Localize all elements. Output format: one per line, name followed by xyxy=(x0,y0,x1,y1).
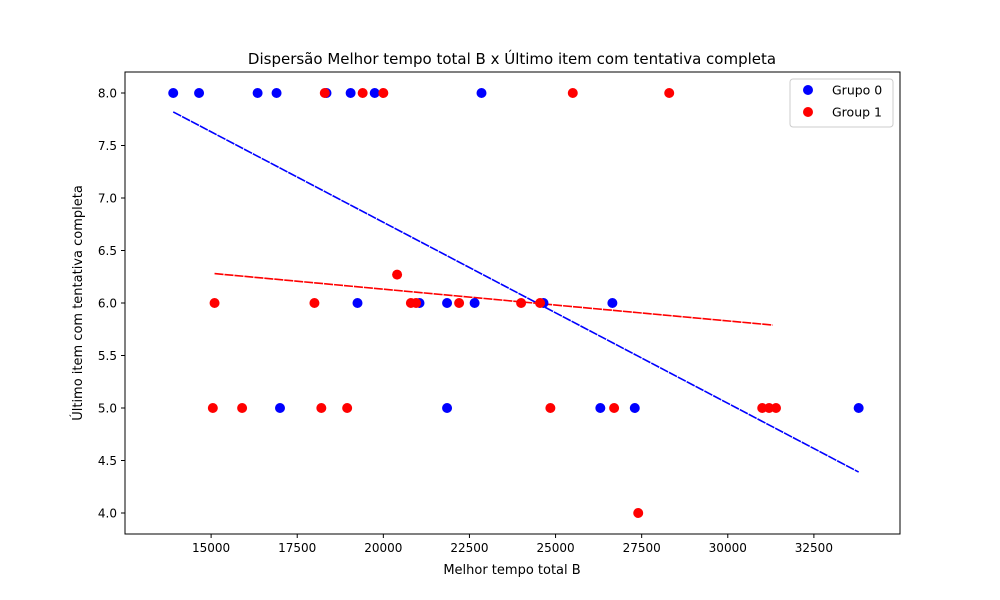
legend-box xyxy=(789,78,894,128)
data-point-series-1 xyxy=(764,403,775,413)
data-point-series-1 xyxy=(378,88,389,98)
y-axis-ticks: 4.0 4.5 5.0 5.5 6.0 6.5 7.0 7.5 8.0 xyxy=(98,87,125,521)
data-point-series-0 xyxy=(168,88,179,98)
data-point-series-0 xyxy=(194,88,205,98)
x-tick-label: 27500 xyxy=(623,541,661,555)
data-point-series-1 xyxy=(633,508,644,518)
legend-marker-grupo-0 xyxy=(803,85,813,95)
x-tick-label: 30000 xyxy=(709,541,747,555)
y-tick-label: 6.5 xyxy=(98,244,117,258)
x-axis-label: Melhor tempo total B xyxy=(443,563,580,578)
x-tick-label: 17500 xyxy=(278,541,316,555)
chart-title: Dispersão Melhor tempo total B x Último … xyxy=(248,49,776,68)
data-point-series-1 xyxy=(319,88,330,98)
legend-marker-group-1 xyxy=(803,107,813,117)
data-point-series-0 xyxy=(352,298,363,308)
data-point-series-0 xyxy=(629,403,640,413)
data-point-series-1 xyxy=(316,403,327,413)
legend-label-grupo-0: Grupo 0 xyxy=(832,83,882,98)
data-point-series-0 xyxy=(607,298,618,308)
y-axis-label: Último item com tentativa completa xyxy=(70,185,86,421)
x-tick-label: 15000 xyxy=(192,541,230,555)
legend-label-group-1: Group 1 xyxy=(832,105,882,120)
data-point-series-0 xyxy=(275,403,285,413)
y-tick-label: 4.0 xyxy=(98,507,117,521)
x-tick-label: 20000 xyxy=(364,541,402,555)
y-tick-label: 7.0 xyxy=(98,192,117,206)
x-tick-label: 32500 xyxy=(795,541,833,555)
y-tick-label: 7.5 xyxy=(98,139,117,153)
data-point-series-1 xyxy=(567,88,578,98)
data-point-series-1 xyxy=(342,403,353,413)
data-point-series-0 xyxy=(345,88,356,98)
x-axis-ticks: 15000 17500 20000 22500 25000 27500 30000 32500 xyxy=(192,534,833,555)
data-point-series-1 xyxy=(535,298,546,308)
data-point-series-1 xyxy=(392,269,403,280)
data-point-series-1 xyxy=(357,88,368,98)
data-points xyxy=(168,88,864,518)
data-point-series-1 xyxy=(609,403,620,413)
data-point-series-0 xyxy=(469,298,480,308)
x-tick-label: 25000 xyxy=(536,541,574,555)
data-point-series-1 xyxy=(757,403,768,413)
data-point-series-1 xyxy=(411,298,422,308)
data-point-series-1 xyxy=(309,298,320,308)
data-point-series-1 xyxy=(771,403,781,413)
data-point-series-1 xyxy=(207,403,218,413)
y-tick-label: 5.5 xyxy=(98,349,117,363)
data-point-series-0 xyxy=(595,403,606,413)
data-point-series-0 xyxy=(369,88,380,98)
data-point-series-1 xyxy=(516,298,527,308)
trend-lines xyxy=(172,111,860,473)
y-tick-label: 6.0 xyxy=(98,297,117,311)
plot-background xyxy=(125,72,900,534)
data-point-series-0 xyxy=(442,403,453,413)
data-point-series-1 xyxy=(454,298,465,308)
data-point-series-0 xyxy=(442,298,453,308)
data-point-series-1 xyxy=(545,403,556,413)
y-tick-label: 8.0 xyxy=(98,87,117,101)
data-point-series-1 xyxy=(209,298,220,308)
data-point-series-0 xyxy=(271,88,282,98)
trend-line-series-1 xyxy=(214,272,773,326)
data-point-series-0 xyxy=(252,88,263,98)
data-point-series-0 xyxy=(853,403,864,413)
y-tick-label: 4.5 xyxy=(98,454,117,468)
y-tick-label: 5.0 xyxy=(98,402,117,416)
trend-line-series-0 xyxy=(172,111,860,473)
data-point-series-0 xyxy=(476,88,487,98)
data-point-series-1 xyxy=(237,403,248,413)
data-point-series-1 xyxy=(664,88,675,98)
x-tick-label: 22500 xyxy=(450,541,488,555)
legend: Grupo 0 Group 1 xyxy=(789,78,894,128)
